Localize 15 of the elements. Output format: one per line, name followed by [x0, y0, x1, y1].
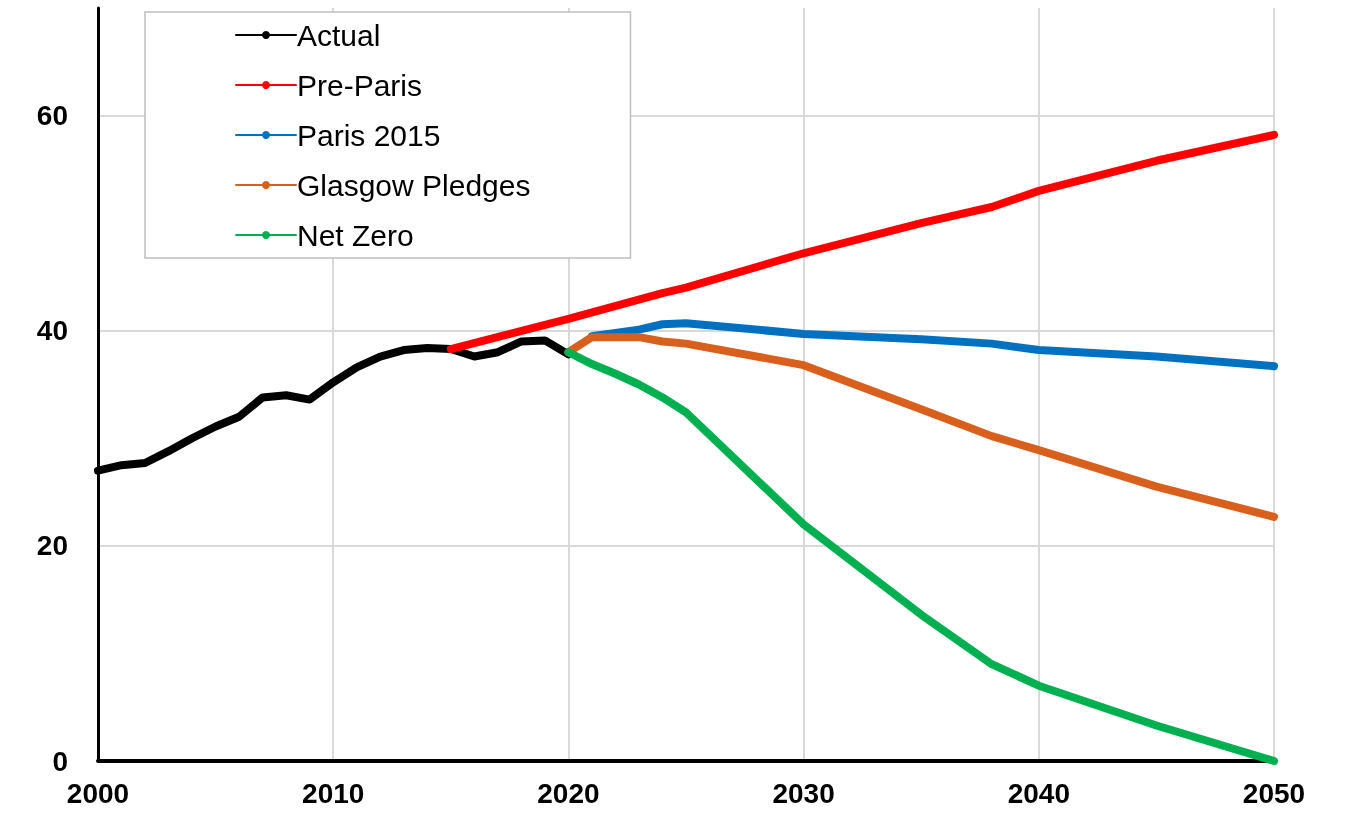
y-tick-label: 60 [36, 100, 68, 132]
x-tick-label: 2000 [66, 777, 130, 809]
legend-label: Pre-Paris [297, 68, 423, 102]
legend-label: Net Zero [297, 218, 414, 252]
legend-label: Paris 2015 [297, 118, 441, 152]
x-tick-label: 2010 [302, 777, 365, 809]
x-tick-label: 2050 [1242, 777, 1306, 809]
legend-label: Actual [297, 18, 381, 52]
x-tick-label: 2030 [772, 777, 835, 809]
y-tick-label: 20 [36, 530, 68, 562]
y-tick-label: 40 [36, 315, 68, 347]
legend-label: Glasgow Pledges [297, 168, 531, 202]
x-tick-label: 2020 [537, 777, 600, 809]
x-tick-label: 2040 [1007, 777, 1070, 809]
y-tick-label: 0 [52, 745, 68, 777]
